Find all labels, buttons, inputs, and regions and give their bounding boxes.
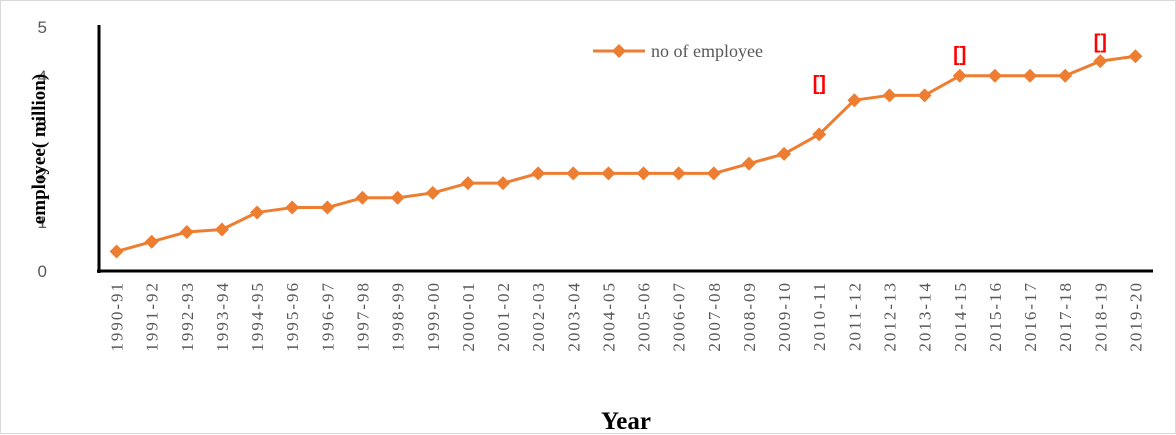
- annotation-label: []: [813, 73, 826, 95]
- data-point: [144, 234, 159, 249]
- x-tick-label: 2005-06: [635, 281, 654, 352]
- data-point: [285, 200, 300, 215]
- data-point: [987, 68, 1002, 83]
- data-point: [425, 185, 440, 200]
- data-point: [1058, 68, 1073, 83]
- y-tick-label: 4: [38, 67, 47, 86]
- data-point: [882, 88, 897, 103]
- x-tick-label: 1993-94: [213, 281, 232, 352]
- data-point: [706, 166, 721, 181]
- y-axis-title: employee( million): [29, 74, 50, 224]
- data-point: [496, 176, 511, 191]
- x-tick-label: 2003-04: [564, 281, 583, 352]
- x-tick-label: 2013-14: [916, 281, 935, 352]
- x-tick-label: 1996-97: [318, 281, 337, 352]
- x-axis-ticks: 1990-91 1991-92 1992-93 1993-94 1994-95 1995-…: [108, 281, 1146, 352]
- x-tick-label: 2017-18: [1056, 281, 1075, 352]
- x-tick-label: 1990-91: [108, 281, 127, 352]
- data-point: [812, 127, 827, 142]
- annotation-label: []: [953, 44, 966, 66]
- data-point: [601, 166, 616, 181]
- data-point: [109, 244, 124, 259]
- data-point: [636, 166, 651, 181]
- x-tick-label: 2019-20: [1126, 281, 1145, 352]
- y-tick-label: 2: [38, 164, 47, 183]
- x-tick-label: 2000-01: [459, 281, 478, 352]
- y-tick-label: 0: [38, 262, 47, 281]
- y-tick-label: 1: [38, 213, 47, 232]
- data-point: [741, 156, 756, 171]
- data-point: [355, 190, 370, 205]
- x-tick-label: 2012-13: [881, 281, 900, 352]
- x-tick-label: 2002-03: [529, 281, 548, 352]
- data-point: [320, 200, 335, 215]
- x-tick-label: 1995-96: [283, 281, 302, 352]
- data-point: [1023, 68, 1038, 83]
- x-tick-label: 1998-99: [389, 281, 408, 352]
- x-tick-label: 2016-17: [1021, 281, 1040, 352]
- x-tick-label: 2009-10: [775, 281, 794, 352]
- series-line: [116, 54, 1136, 253]
- x-tick-label: 2008-09: [740, 281, 759, 352]
- y-axis-ticks: 0 1 2 3 4 5: [38, 18, 47, 281]
- data-point: [250, 205, 265, 220]
- x-tick-label: 2007-08: [705, 281, 724, 352]
- data-point: [1093, 54, 1108, 69]
- data-point: [566, 166, 581, 181]
- x-tick-label: 2001-02: [494, 281, 513, 352]
- data-point: [1128, 49, 1143, 64]
- data-point: [847, 93, 862, 108]
- x-tick-label: 2010-11: [810, 281, 829, 351]
- x-tick-label: 1997-98: [354, 281, 373, 352]
- y-tick-label: 5: [38, 18, 47, 37]
- data-point: [777, 146, 792, 161]
- data-point: [214, 222, 229, 237]
- annotation-label: []: [1094, 32, 1107, 54]
- y-tick-label: 3: [38, 116, 47, 135]
- legend-marker: [612, 44, 626, 58]
- x-tick-label: 1992-93: [178, 281, 197, 352]
- x-tick-label: 2015-16: [986, 281, 1005, 352]
- x-tick-label: 2006-07: [670, 281, 689, 352]
- x-tick-label: 1991-92: [143, 281, 162, 352]
- series-group: [109, 49, 1143, 259]
- x-tick-label: 2011-12: [845, 281, 864, 351]
- x-tick-label: 2014-15: [951, 281, 970, 352]
- data-point: [390, 190, 405, 205]
- legend-label: no of employee: [651, 41, 763, 61]
- x-axis-title: Year: [601, 408, 651, 435]
- data-point: [179, 224, 194, 239]
- data-point: [671, 166, 686, 181]
- x-tick-label: 2004-05: [599, 281, 618, 352]
- annotations-group: [] [] []: [813, 32, 1107, 95]
- x-tick-label: 1999-00: [424, 281, 443, 352]
- data-point: [531, 166, 546, 181]
- data-point: [917, 88, 932, 103]
- x-tick-label: 2018-19: [1091, 281, 1110, 352]
- data-point: [952, 68, 967, 83]
- data-point: [460, 176, 475, 191]
- x-tick-label: 1994-95: [248, 281, 267, 352]
- legend: no of employee: [593, 41, 763, 61]
